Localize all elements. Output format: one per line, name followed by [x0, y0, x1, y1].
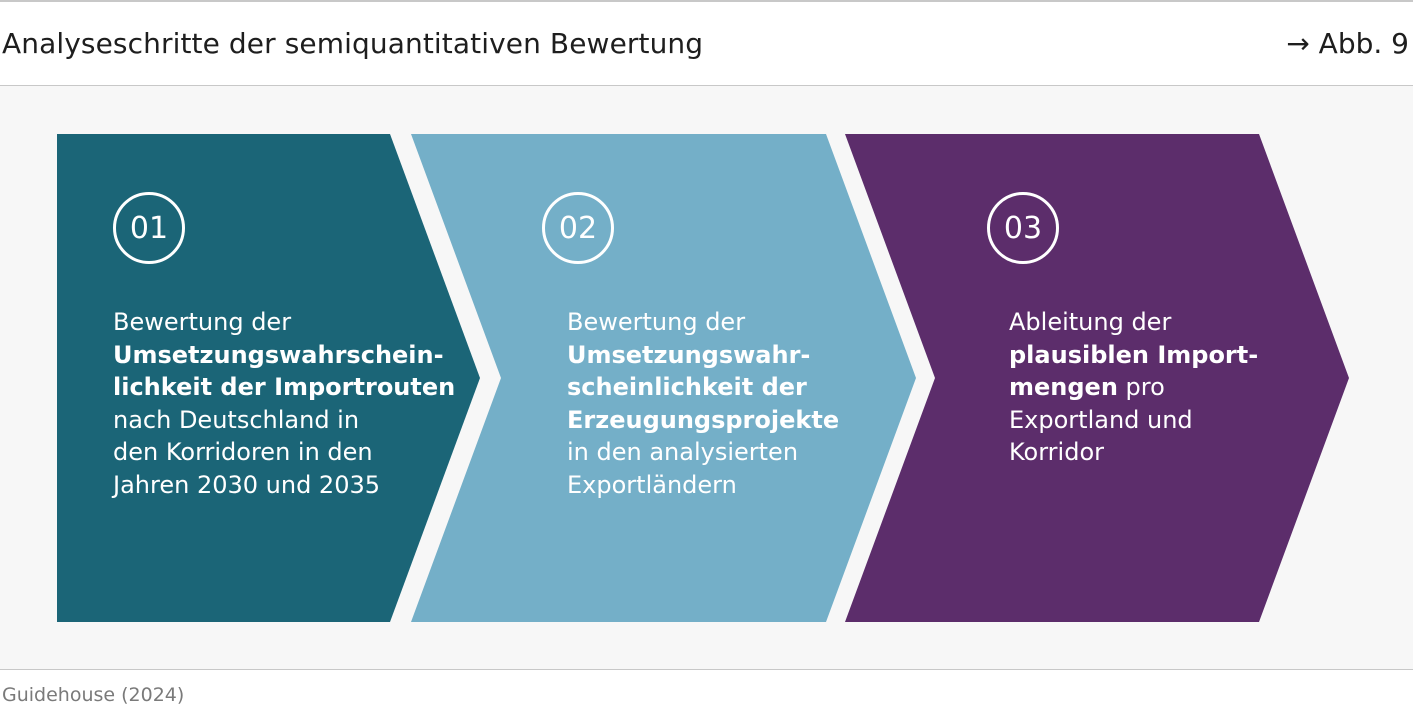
step-1-line: Jahren 2030 und 2035	[113, 470, 381, 499]
step-1-line: nach Deutschland in	[113, 405, 360, 434]
step-2-line: Exportländern	[567, 470, 737, 499]
step-3-number-badge: 03	[987, 192, 1059, 264]
step-3-line: plausiblen Import-	[1009, 340, 1259, 369]
step-3-line-suffix: pro	[1117, 373, 1165, 401]
figure-header: Analyseschritte der semiquantitativen Be…	[0, 2, 1413, 86]
step-1-line: den Korridoren in den	[113, 438, 373, 466]
step-3-description: Ableitung der plausiblen Import- mengen …	[1009, 306, 1258, 469]
step-1-line: Umsetzungswahrschein-	[113, 340, 444, 369]
step-3-line: Korridor	[1009, 438, 1104, 466]
figure-title: Analyseschritte der semiquantitativen Be…	[2, 27, 704, 60]
process-diagram: 01 02 03 Bewertung der Umsetzungswahrsch…	[0, 86, 1413, 670]
step-1-description: Bewertung der Umsetzungswahrschein- lich…	[113, 306, 455, 501]
step-2-line: Bewertung der	[567, 308, 746, 336]
step-3-line: Exportland und	[1009, 405, 1193, 434]
source-note: Guidehouse (2024)	[2, 684, 185, 706]
step-3-line: mengen pro	[1009, 371, 1258, 404]
step-1-line: lichkeit der Importrouten	[113, 373, 456, 401]
step-3-line: Ableitung der	[1009, 308, 1172, 336]
top-rule	[0, 0, 1413, 2]
step-1-line: Bewertung der	[113, 308, 292, 336]
step-1-number-badge: 01	[113, 192, 185, 264]
step-2-line: Umsetzungswahr-	[567, 340, 811, 369]
step-2-line: in den analysierten	[567, 438, 799, 466]
step-2-description: Bewertung der Umsetzungswahr- scheinlich…	[567, 306, 839, 501]
step-3-line-bold: mengen	[1009, 373, 1118, 401]
step-2-chevron	[411, 134, 916, 622]
step-2-line: Erzeugungsprojekte	[567, 405, 840, 434]
figure-reference: → Abb. 9	[1286, 27, 1409, 60]
step-2-line: scheinlichkeit der	[567, 373, 807, 401]
step-3-chevron	[845, 134, 1349, 622]
step-2-number-badge: 02	[542, 192, 614, 264]
